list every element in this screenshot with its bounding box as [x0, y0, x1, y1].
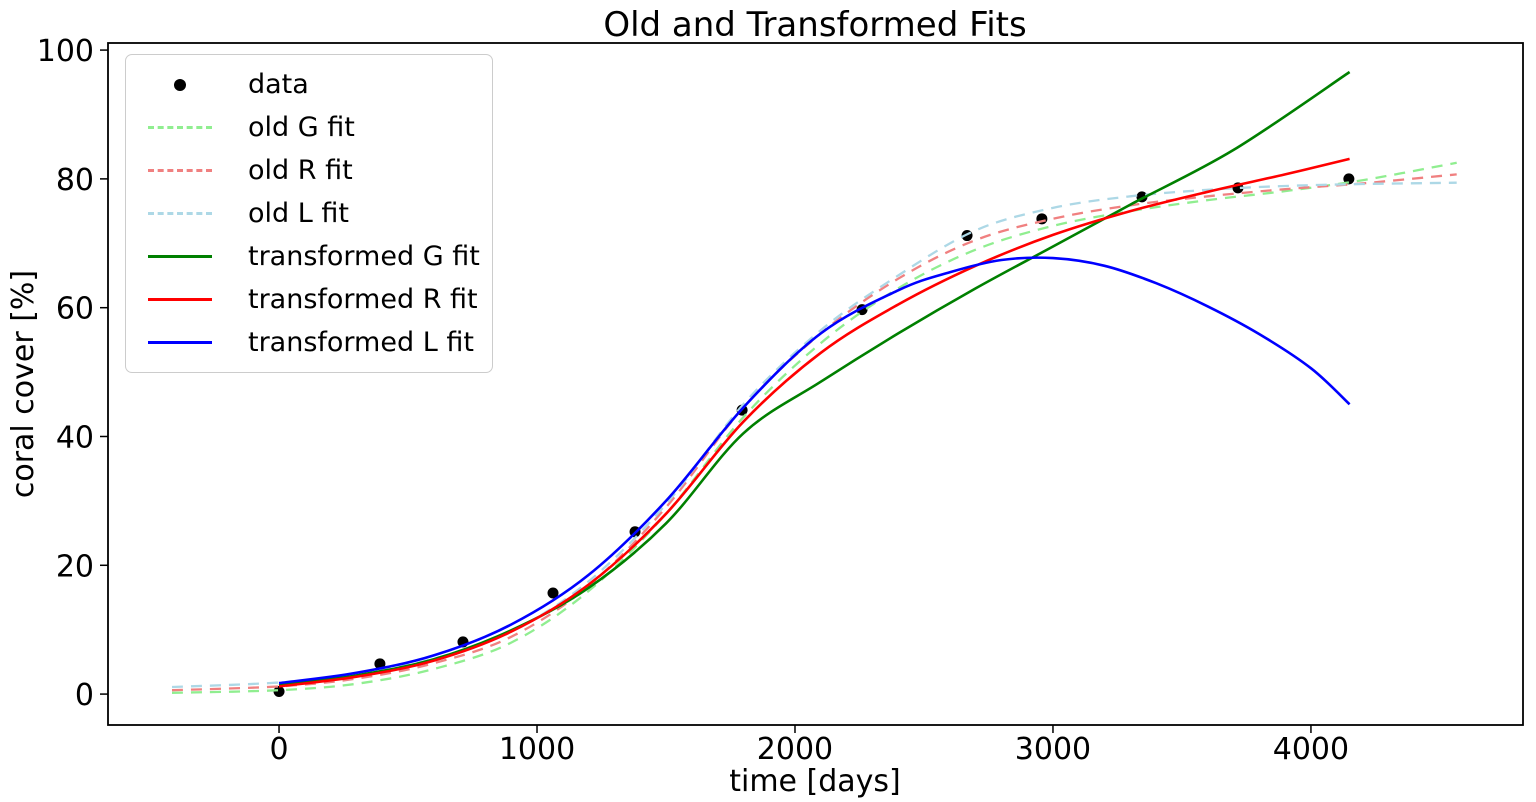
legend-item-label: transformed G fit — [248, 241, 480, 272]
legend-marker-glyph — [148, 298, 212, 301]
y-tick-label: 60 — [56, 292, 94, 327]
y-tick-label: 0 — [75, 678, 94, 713]
legend: data old G fit old R fit old L fit transform… — [125, 54, 493, 373]
x-tick-label: 1000 — [499, 732, 575, 767]
y-tick-label: 40 — [56, 420, 94, 455]
x-tick-label: 0 — [269, 732, 288, 767]
x-tick-label: 4000 — [1273, 732, 1349, 767]
legend-item-label: transformed L fit — [248, 327, 474, 358]
legend-item-old-r-fit: old R fit — [126, 151, 492, 191]
series-transformed-r-fit — [278, 157, 1350, 688]
legend-item-label: data — [248, 69, 309, 100]
data-point — [547, 587, 559, 599]
legend-item-label: old G fit — [248, 112, 355, 143]
legend-marker-glyph — [174, 78, 186, 91]
y-tick-label: 100 — [37, 34, 94, 69]
legend-item-label: transformed R fit — [248, 284, 478, 315]
legend-item-label: old R fit — [248, 155, 353, 186]
legend-marker-glyph — [148, 255, 212, 258]
legend-item-transformed-r-fit: transformed R fit — [126, 280, 492, 320]
curves-layer — [171, 70, 1457, 698]
x-tick-label: 3000 — [1015, 732, 1091, 767]
legend-item-old-l-fit: old L fit — [126, 194, 492, 234]
legend-line-marker — [136, 341, 224, 344]
x-tick-label: 2000 — [757, 732, 833, 767]
legend-line-marker — [136, 212, 224, 215]
series-transformed-l-fit — [278, 256, 1351, 685]
legend-line-marker — [136, 298, 224, 301]
legend-item-label: old L fit — [248, 198, 349, 229]
data-point — [273, 686, 285, 698]
legend-marker-glyph — [148, 169, 212, 172]
legend-line-marker — [136, 169, 224, 172]
x-axis-label: time [days] — [729, 764, 901, 799]
legend-item-transformed-l-fit: transformed L fit — [126, 323, 492, 363]
legend-line-marker — [136, 255, 224, 258]
legend-item-transformed-g-fit: transformed G fit — [126, 237, 492, 277]
legend-marker-glyph — [148, 341, 212, 344]
y-axis-label: coral cover [%] — [6, 270, 41, 498]
y-tick-label: 80 — [56, 163, 94, 198]
legend-item-data: data — [126, 65, 492, 105]
axes-layer: 0 1000 2000 3000 4000 0 20 40 60 80 100 — [37, 34, 1349, 767]
legend-marker-glyph — [148, 212, 212, 215]
plot-border — [107, 42, 1524, 726]
series-transformed-g-fit — [278, 70, 1351, 687]
legend-line-marker — [136, 126, 224, 129]
legend-marker-glyph — [148, 126, 212, 129]
y-tick-label: 20 — [56, 549, 94, 584]
legend-dot-marker — [136, 78, 224, 91]
chart-title: Old and Transformed Fits — [603, 5, 1026, 45]
legend-item-old-g-fit: old G fit — [126, 108, 492, 148]
